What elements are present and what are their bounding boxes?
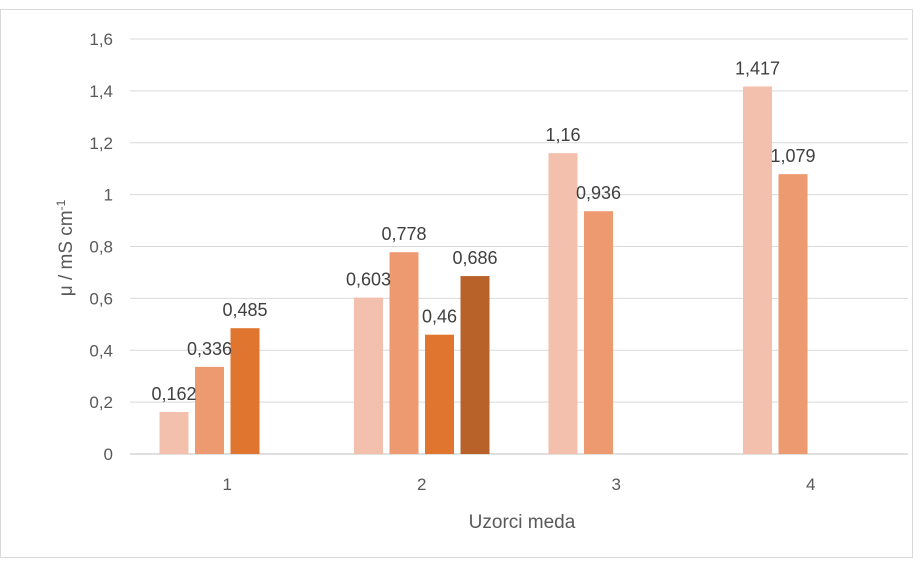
data-label: 0,485 [222, 300, 267, 320]
bar [584, 211, 613, 454]
bar [389, 252, 419, 454]
bar [159, 411, 189, 454]
y-tick-label: 0,4 [89, 341, 113, 360]
bar [460, 276, 490, 454]
data-label: 1,16 [545, 125, 580, 145]
bar [195, 366, 224, 454]
bar [778, 174, 808, 454]
x-tick-label: 1 [223, 475, 232, 494]
bar [743, 86, 772, 454]
x-tick-label: 3 [612, 475, 621, 494]
y-tick-label: 0 [104, 445, 113, 464]
y-tick-label: 1 [104, 186, 113, 205]
x-axis-ticks: 1 2 3 4 [223, 475, 816, 494]
y-tick-label: 1,6 [89, 30, 113, 49]
y-tick-label: 1,2 [89, 134, 113, 153]
data-label: 0,603 [346, 270, 391, 290]
bars [159, 86, 808, 454]
y-axis-title-superscript: -1 [54, 199, 68, 210]
y-tick-label: 1,4 [89, 82, 113, 101]
chart-border [0, 9, 913, 558]
bar [230, 328, 260, 454]
data-label: 0,686 [452, 248, 497, 268]
y-axis-title: μ / mS cm-1 [54, 199, 77, 296]
data-label: 0,46 [422, 307, 457, 327]
data-label: 0,936 [576, 183, 621, 203]
y-tick-label: 0,8 [89, 238, 113, 257]
data-labels: 0,162 0,336 0,485 0,603 0,778 0,46 0,686 1,16 0,… [151, 58, 815, 404]
y-tick-label: 0,2 [89, 393, 113, 412]
data-label: 0,162 [151, 384, 196, 404]
x-tick-label: 2 [417, 475, 426, 494]
y-axis-title-main: μ / mS cm [56, 210, 77, 296]
data-label: 1,079 [770, 146, 815, 166]
bar [354, 297, 383, 454]
bar [425, 334, 454, 454]
data-label: 1,417 [735, 58, 780, 78]
data-label: 0,336 [187, 339, 232, 359]
data-label: 0,778 [381, 224, 426, 244]
y-tick-label: 0,6 [89, 289, 113, 308]
y-axis-ticks: 0 0,2 0,4 0,6 0,8 1 1,2 1,4 1,6 [89, 30, 113, 464]
x-tick-label: 4 [806, 475, 815, 494]
x-axis-title: Uzorci meda [469, 512, 576, 533]
gridlines [130, 38, 908, 455]
bar [548, 153, 578, 454]
